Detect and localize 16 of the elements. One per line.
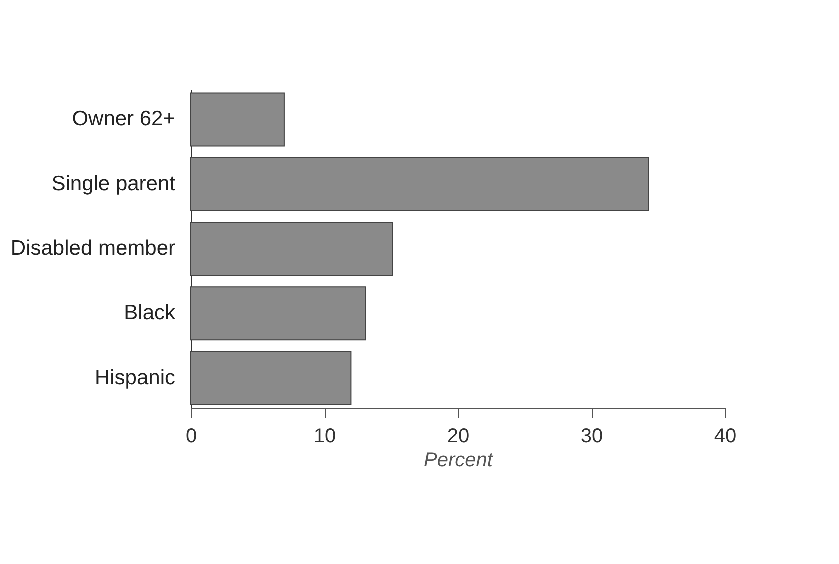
bar: [190, 286, 366, 341]
bar: [190, 157, 650, 212]
bar: [190, 351, 352, 406]
x-tick-label: 40: [714, 426, 737, 448]
x-tick-label: 0: [186, 426, 198, 448]
y-tick-label: Black: [124, 302, 176, 325]
x-axis-title: Percent: [424, 450, 494, 472]
x-tick-label: 10: [314, 426, 336, 448]
x-tick-label: 30: [580, 426, 604, 448]
y-tick-label: Hispanic: [94, 366, 176, 390]
x-tick-label: 20: [447, 426, 470, 448]
bar: [190, 92, 285, 147]
y-tick-label: Owner 62+: [72, 108, 176, 131]
y-tick-label: Disabled member: [10, 237, 176, 260]
bar: [190, 222, 394, 276]
y-tick-label: Single parent: [52, 172, 176, 196]
